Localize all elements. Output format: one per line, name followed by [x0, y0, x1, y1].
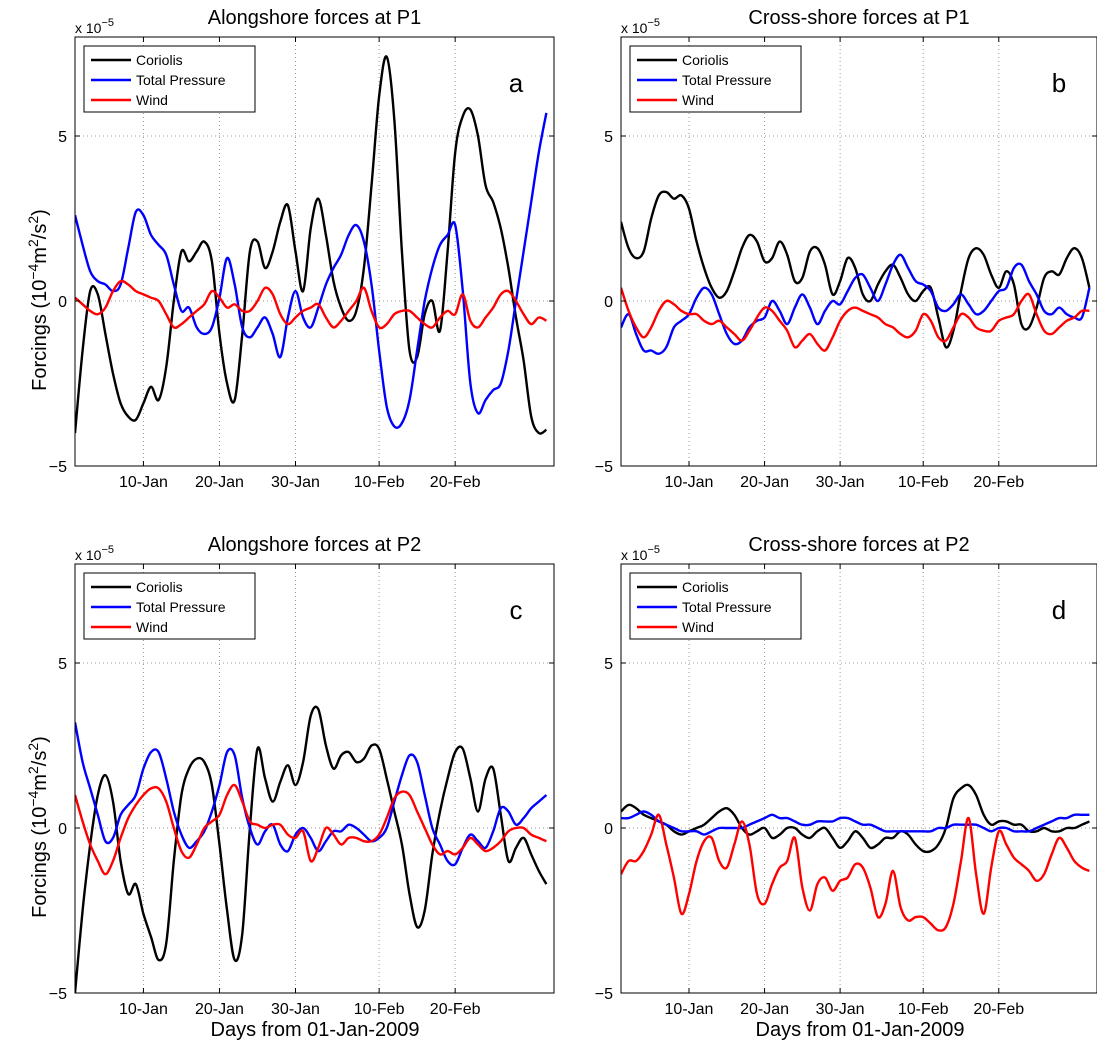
x-tick-label: 10-Jan — [665, 1001, 714, 1018]
chart-panel-d: −5 0 5 10-Jan 20-Jan 30-Jan 10-Feb 20-Feb x 10−5… — [595, 534, 1097, 1018]
y-scale-exponent: −5 — [647, 544, 660, 556]
x-tick-label: 10-Jan — [119, 1001, 168, 1018]
x-tick-label: 20-Feb — [430, 474, 481, 491]
series-line-coriolis — [75, 55, 548, 435]
panel-title: Cross-shore forces at P2 — [748, 534, 969, 556]
y-scale-exponent: −5 — [101, 17, 114, 29]
series-line-total-pressure — [621, 253, 1091, 356]
x-tick-label: 10-Jan — [119, 474, 168, 491]
axes-box — [74, 563, 555, 994]
legend-label: Total Pressure — [682, 72, 772, 88]
x-tick-label: 20-Feb — [973, 474, 1024, 491]
legend-label: Coriolis — [136, 579, 183, 595]
series-line-coriolis — [75, 705, 548, 993]
x-tick-label: 20-Jan — [740, 474, 789, 491]
x-tick-label: 10-Feb — [898, 474, 949, 491]
x-tick-label: 20-Feb — [973, 1001, 1024, 1018]
x-tick-label: 20-Jan — [195, 474, 244, 491]
chart-panel-a: −5 0 5 10-Jan 20-Jan 30-Jan 10-Feb 20-Feb x 10−5… — [49, 7, 555, 491]
y-scale-factor: x 10−5 — [621, 17, 660, 36]
x-tick-label: 30-Jan — [271, 1001, 320, 1018]
series-line-coriolis — [621, 783, 1090, 854]
series-group — [621, 190, 1091, 356]
legend-label: Total Pressure — [682, 599, 772, 615]
series-line-total-pressure — [75, 722, 548, 867]
series-line-wind — [75, 279, 547, 330]
y-tick-label: 5 — [58, 656, 67, 673]
y-scale-factor: x 10−5 — [75, 17, 114, 36]
axes-box — [620, 563, 1097, 994]
panel-letter: b — [1052, 68, 1066, 98]
x-axis-label-right: Days from 01-Jan-2009 — [756, 1019, 965, 1041]
series-group — [75, 55, 548, 435]
y-tick-label: −5 — [595, 459, 613, 476]
axes-box — [74, 36, 555, 467]
x-tick-label: 20-Jan — [740, 1001, 789, 1018]
y-tick-label: 0 — [58, 821, 67, 838]
panel-title: Alongshore forces at P1 — [208, 7, 421, 29]
legend-label: Coriolis — [682, 52, 729, 68]
series-line-wind — [75, 783, 547, 876]
y-tick-label: 5 — [604, 129, 613, 146]
y-axis-label-bottom: Forcings (10−4m2/s2) — [25, 736, 51, 918]
legend-label: Total Pressure — [136, 72, 226, 88]
chart-panel-b: −5 0 5 10-Jan 20-Jan 30-Jan 10-Feb 20-Feb x 10−5… — [595, 7, 1097, 491]
panel-letter: d — [1052, 595, 1066, 625]
legend-label: Coriolis — [136, 52, 183, 68]
chart-panel-c: −5 0 5 10-Jan 20-Jan 30-Jan 10-Feb 20-Feb x 10−5… — [49, 534, 555, 1018]
series-group — [621, 783, 1090, 932]
x-tick-label: 10-Jan — [665, 474, 714, 491]
panel-title: Cross-shore forces at P1 — [748, 7, 969, 29]
y-tick-label: −5 — [49, 986, 67, 1003]
y-tick-label: 0 — [604, 821, 613, 838]
series-line-coriolis — [621, 190, 1091, 349]
series-line-total-pressure — [75, 112, 548, 429]
x-tick-label: 10-Feb — [354, 1001, 405, 1018]
legend: Coriolis Total Pressure Wind — [629, 45, 802, 113]
legend-label: Coriolis — [682, 579, 729, 595]
legend-label: Wind — [136, 92, 168, 108]
x-axis-label-left: Days from 01-Jan-2009 — [211, 1019, 420, 1041]
y-tick-label: 0 — [604, 294, 613, 311]
legend-label: Wind — [136, 619, 168, 635]
y-tick-label: −5 — [49, 459, 67, 476]
panel-title: Alongshore forces at P2 — [208, 534, 421, 556]
y-axis-label-top: Forcings (10−4m2/s2) — [25, 209, 51, 391]
x-tick-label: 30-Jan — [816, 474, 865, 491]
legend: Coriolis Total Pressure Wind — [629, 572, 802, 640]
legend: Coriolis Total Pressure Wind — [83, 572, 256, 640]
panel-letter: a — [509, 68, 524, 98]
x-tick-label: 20-Feb — [430, 1001, 481, 1018]
y-tick-label: −5 — [595, 986, 613, 1003]
y-scale-exponent: −5 — [101, 544, 114, 556]
y-tick-label: 5 — [604, 656, 613, 673]
x-tick-label: 30-Jan — [816, 1001, 865, 1018]
legend-label: Wind — [682, 619, 714, 635]
y-tick-label: 5 — [58, 129, 67, 146]
y-tick-label: 0 — [58, 294, 67, 311]
x-tick-label: 20-Jan — [195, 1001, 244, 1018]
series-group — [75, 705, 548, 993]
series-line-wind — [621, 287, 1090, 352]
y-scale-exponent: −5 — [647, 17, 660, 29]
x-tick-label: 10-Feb — [354, 474, 405, 491]
legend-label: Wind — [682, 92, 714, 108]
series-line-wind — [621, 813, 1090, 932]
y-scale-factor: x 10−5 — [75, 544, 114, 563]
x-tick-label: 30-Jan — [271, 474, 320, 491]
panel-letter: c — [510, 595, 523, 625]
axes-box — [620, 36, 1097, 467]
legend: Coriolis Total Pressure Wind — [83, 45, 256, 113]
x-tick-label: 10-Feb — [898, 1001, 949, 1018]
y-scale-factor: x 10−5 — [621, 544, 660, 563]
series-line-total-pressure — [621, 810, 1090, 836]
legend-label: Total Pressure — [136, 599, 226, 615]
